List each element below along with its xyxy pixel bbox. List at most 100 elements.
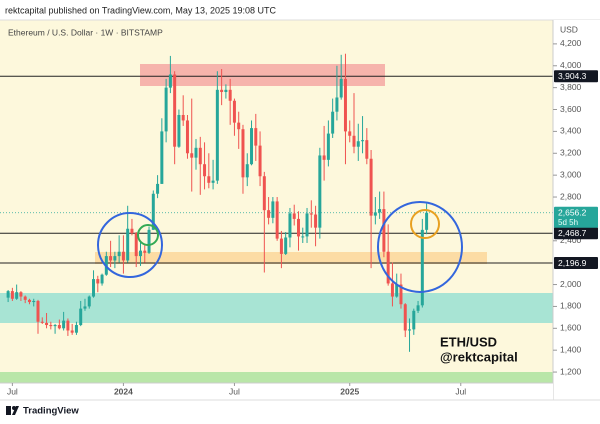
- candle-body: [117, 251, 121, 257]
- candle-body: [262, 176, 266, 211]
- header: rektcapital published on TradingView.com…: [5, 5, 276, 15]
- chart-title: Ethereum / U.S. Dollar · 1W · BITSTAMP: [8, 27, 163, 37]
- support-zone: [0, 293, 553, 323]
- candle-body: [109, 256, 113, 261]
- candle-body: [395, 284, 399, 297]
- candle-body: [258, 145, 262, 177]
- candle-body: [203, 164, 207, 177]
- candle-body: [318, 155, 322, 228]
- y-tick-label: 1,800: [560, 301, 582, 311]
- candle-body: [279, 238, 283, 254]
- y-tick-label: 3,200: [560, 148, 582, 158]
- candles: [6, 53, 429, 352]
- candle-body: [79, 308, 83, 326]
- level-label-box: [554, 227, 598, 240]
- candle-body: [70, 330, 74, 333]
- candle-body: [284, 237, 288, 254]
- x-tick-label: 2024: [114, 386, 133, 396]
- y-tick-label: 4,200: [560, 38, 582, 48]
- y-tick-label: 3,000: [560, 169, 582, 179]
- x-tick-label: Jul: [7, 386, 18, 396]
- x-tick-label: 2025: [340, 386, 359, 396]
- level-label: 2,468.7: [558, 228, 587, 238]
- candle-body: [408, 329, 412, 331]
- candle-body: [66, 320, 70, 331]
- candle-body: [92, 279, 96, 297]
- candle-body: [275, 201, 279, 239]
- x-tick-label: Jul: [229, 386, 240, 396]
- candle-body: [296, 218, 300, 237]
- candle-body: [348, 131, 352, 136]
- candle-body: [326, 133, 330, 160]
- resistance-zone: [140, 64, 385, 86]
- candle-body: [220, 89, 224, 93]
- candle-body: [160, 131, 164, 184]
- candle-body: [386, 251, 390, 284]
- level-label-box: [554, 257, 598, 270]
- y-tick-label: 3,800: [560, 82, 582, 92]
- candle-body: [121, 251, 125, 261]
- candle-body: [339, 78, 343, 98]
- candle-body: [36, 300, 40, 322]
- candle-body: [74, 325, 78, 333]
- y-tick-label: 1,400: [560, 344, 582, 354]
- last-price-box: [554, 206, 598, 228]
- candle-body: [190, 153, 194, 158]
- candle-body: [83, 306, 87, 309]
- candle-body: [425, 212, 429, 230]
- candle-body: [271, 201, 275, 218]
- candle-body: [390, 283, 394, 297]
- y-tick-label: 3,400: [560, 126, 582, 136]
- candle-body: [343, 78, 347, 132]
- x-tick-label: Jul: [455, 386, 466, 396]
- annotation: ETH/USD: [440, 334, 497, 349]
- level-label: 3,904.3: [558, 71, 587, 81]
- candle-body: [412, 310, 416, 330]
- logo-part: [6, 406, 11, 415]
- candle-body: [403, 304, 407, 331]
- candle-body: [416, 305, 420, 311]
- candle-body: [224, 89, 228, 93]
- candle-body: [314, 214, 318, 228]
- candle-body: [177, 114, 181, 147]
- candle-body: [143, 250, 147, 253]
- candle-body: [369, 158, 373, 216]
- axes: 4,200 4,000 3,800 3,600 3,400 3,200 3,000 2,800…: [7, 38, 598, 396]
- candle-body: [40, 321, 44, 323]
- candle-body: [185, 120, 189, 154]
- candle-body: [15, 292, 19, 299]
- candle-body: [138, 250, 142, 257]
- time-axis-background: [0, 383, 553, 400]
- level-label: 2,196.9: [558, 258, 587, 268]
- candle-body: [309, 213, 313, 215]
- candle-body: [237, 122, 241, 130]
- last-price-label: 2,656.2: [558, 208, 587, 218]
- candle-body: [335, 97, 339, 112]
- y-tick-label: 4,000: [560, 60, 582, 70]
- tradingview-logo: [6, 406, 19, 415]
- footer-brand: TradingView: [23, 406, 79, 417]
- candle-body: [365, 140, 369, 159]
- candle-body: [198, 147, 202, 165]
- candle-body: [356, 141, 360, 147]
- candle-body: [32, 300, 36, 303]
- candle-body: [322, 155, 326, 160]
- circle-marker: [410, 209, 440, 239]
- y-axis-label: USD: [560, 24, 578, 34]
- candle-body: [45, 322, 49, 326]
- candle-body: [250, 128, 254, 165]
- candle-body: [245, 164, 249, 178]
- candle-body: [151, 193, 155, 230]
- level-label-box: [554, 70, 598, 83]
- y-tick-label: 2,400: [560, 235, 582, 245]
- candle-body: [301, 236, 305, 238]
- y-tick-label: 2,800: [560, 191, 582, 201]
- candle-body: [382, 209, 386, 252]
- candle-body: [113, 256, 117, 261]
- candle-body: [352, 135, 356, 147]
- candle-body: [57, 325, 61, 329]
- candle-body: [134, 233, 138, 257]
- circles: [97, 201, 463, 293]
- candle-body: [378, 209, 382, 213]
